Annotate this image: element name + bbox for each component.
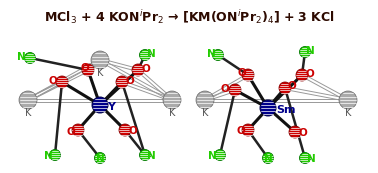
Text: MCl$_3$ + 4 KON$^i$Pr$_2$ → [KM(ON$^i$Pr$_2$)$_4$] + 3 KCl: MCl$_3$ + 4 KON$^i$Pr$_2$ → [KM(ON$^i$Pr… <box>43 8 335 26</box>
Text: O: O <box>305 69 314 79</box>
Text: O: O <box>299 128 308 138</box>
Text: N: N <box>44 151 53 161</box>
Ellipse shape <box>214 149 226 161</box>
Ellipse shape <box>212 49 223 61</box>
Ellipse shape <box>299 153 310 163</box>
Text: K: K <box>25 108 31 118</box>
Ellipse shape <box>242 69 254 81</box>
Text: K: K <box>202 108 208 118</box>
Ellipse shape <box>132 64 144 76</box>
Text: K: K <box>97 68 103 78</box>
Ellipse shape <box>119 124 131 136</box>
Ellipse shape <box>289 126 301 138</box>
Ellipse shape <box>56 76 68 88</box>
Ellipse shape <box>242 124 254 136</box>
Ellipse shape <box>299 47 310 57</box>
Text: N: N <box>147 151 156 161</box>
Ellipse shape <box>139 49 150 61</box>
Ellipse shape <box>196 91 214 109</box>
Ellipse shape <box>50 149 60 161</box>
Text: N: N <box>263 154 273 164</box>
Ellipse shape <box>279 82 291 94</box>
Text: Y: Y <box>107 102 115 112</box>
Ellipse shape <box>139 149 150 161</box>
Ellipse shape <box>19 91 37 109</box>
Text: O: O <box>129 126 137 136</box>
Ellipse shape <box>163 91 181 109</box>
Text: O: O <box>221 84 230 94</box>
Ellipse shape <box>72 124 84 136</box>
Text: O: O <box>236 126 245 136</box>
Text: O: O <box>125 76 134 86</box>
Text: N: N <box>17 52 26 62</box>
Text: O: O <box>48 76 57 86</box>
Text: N: N <box>96 154 104 164</box>
Text: N: N <box>307 154 315 164</box>
Ellipse shape <box>262 153 274 163</box>
Ellipse shape <box>229 84 241 96</box>
Text: N: N <box>209 151 217 161</box>
Text: O: O <box>80 63 89 73</box>
Text: Sm: Sm <box>276 105 296 115</box>
Text: K: K <box>345 108 351 118</box>
Text: N: N <box>207 49 215 59</box>
Ellipse shape <box>339 91 357 109</box>
Text: O: O <box>238 68 247 78</box>
Ellipse shape <box>25 52 36 63</box>
Text: N: N <box>306 46 315 56</box>
Ellipse shape <box>296 69 308 81</box>
Ellipse shape <box>94 153 105 163</box>
Text: K: K <box>169 108 175 118</box>
Text: O: O <box>142 64 150 74</box>
Ellipse shape <box>91 51 109 69</box>
Text: O: O <box>67 126 75 136</box>
Ellipse shape <box>260 100 276 116</box>
Text: O: O <box>288 81 296 92</box>
Ellipse shape <box>116 76 128 88</box>
Text: N: N <box>147 49 156 59</box>
Ellipse shape <box>82 64 94 76</box>
Ellipse shape <box>92 97 108 113</box>
